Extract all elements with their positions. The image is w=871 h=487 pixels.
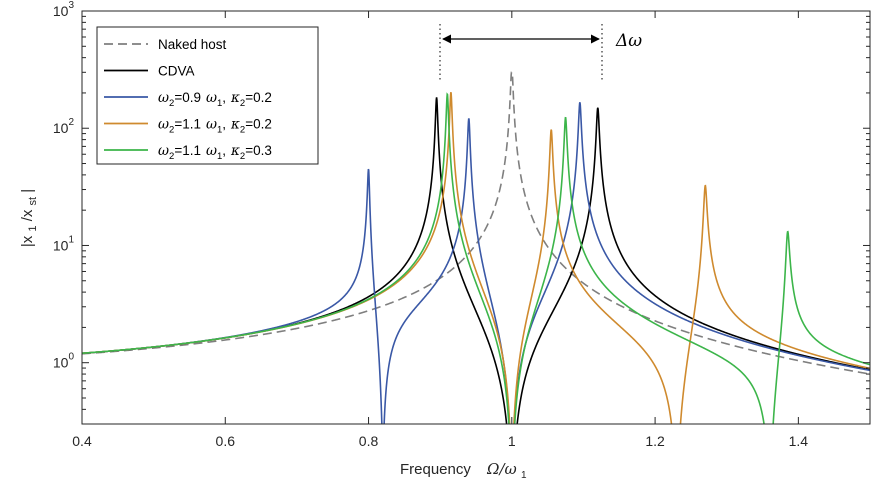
y-axis-label-open: |x: [19, 235, 36, 247]
legend-entry: ω2=1.1 ω1, κ2=0.2: [158, 117, 272, 136]
annotation: Δω: [439, 24, 642, 80]
x-tick-label: 0.8: [359, 433, 379, 449]
legend-box: [96, 26, 319, 165]
x-tick-label: 1: [508, 433, 516, 449]
legend-entry: CDVA: [158, 64, 195, 79]
x-tick-label: 1.4: [789, 433, 809, 449]
y-axis: 100 101 102 103: [53, 0, 870, 425]
legend-entry: Naked host: [158, 37, 227, 52]
legend-entry: ω2=1.1 ω1, κ2=0.3: [158, 143, 272, 162]
y-tick-label: 100: [53, 352, 75, 371]
x-axis-label-word: Frequency: [400, 461, 471, 478]
annotation-label: Δω: [615, 31, 642, 51]
series-line-0: [82, 71, 870, 375]
y-axis-label: |x 1 /x st |: [19, 189, 40, 247]
x-axis-label: Frequency Ω/ω 1: [400, 460, 527, 481]
y-axis-label-slash: /x: [19, 209, 36, 221]
series-line-4: [82, 92, 870, 424]
y-tick-label: 103: [53, 0, 75, 19]
x-axis-label-math-sub: 1: [521, 470, 527, 481]
x-tick-label: 0.4: [72, 433, 92, 449]
plot-frame: [81, 10, 871, 425]
y-tick-label: 102: [53, 117, 75, 136]
y-axis-label-close: |: [19, 189, 36, 193]
x-tick-label: 0.6: [216, 433, 236, 449]
y-axis-label-sub1: 1: [27, 225, 39, 231]
y-tick-label: 101: [53, 234, 75, 253]
x-axis-label-math: Ω/ω: [486, 460, 517, 478]
x-tick-label: 1.2: [645, 433, 665, 449]
y-axis-label-sub2: st: [27, 197, 39, 206]
series-layer: [82, 71, 870, 424]
legend: Naked host CDVA ω2=0.9 ω1, κ2=0.2 ω2=1.1 ω1, κ2…: [96, 26, 319, 165]
x-axis: 0.4 0.6 0.8 1 1.2 1.4: [72, 11, 808, 449]
legend-entry: ω2=0.9 ω1, κ2=0.2: [158, 90, 272, 109]
